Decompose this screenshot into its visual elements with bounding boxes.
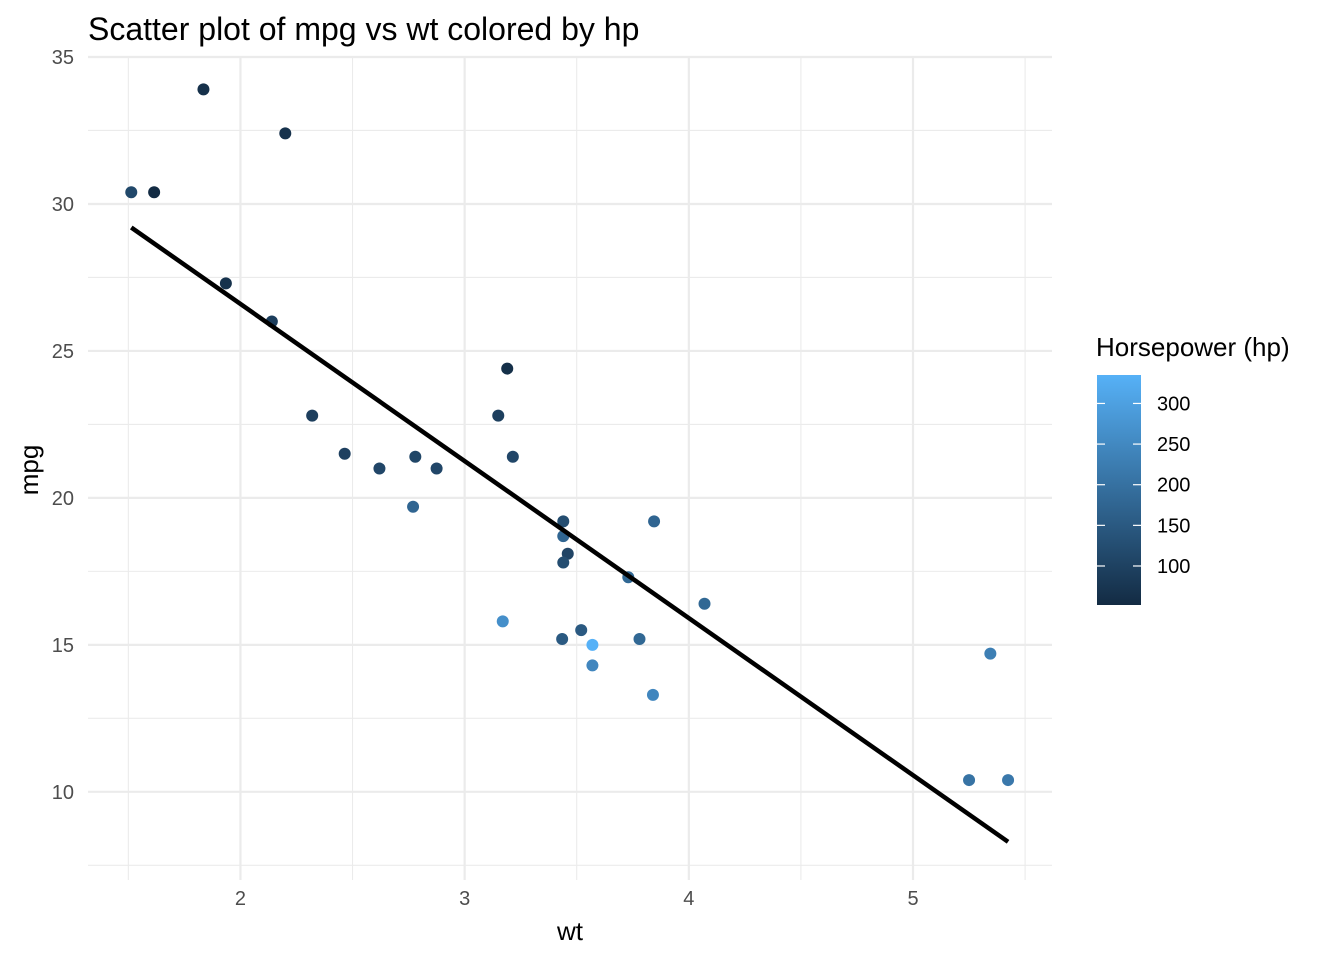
legend-colorbar xyxy=(1097,375,1141,605)
data-point xyxy=(1002,774,1015,787)
legend-tick-label: 250 xyxy=(1157,434,1190,456)
color-legend: Horsepower (hp) 100 150 200 250 300 xyxy=(1096,332,1290,605)
y-tick-label: 25 xyxy=(52,341,74,363)
data-point xyxy=(556,632,569,645)
x-tick-label: 2 xyxy=(235,888,246,910)
x-axis-ticks: 2 3 4 5 xyxy=(235,888,919,910)
legend-tick-label: 300 xyxy=(1157,393,1190,415)
data-point xyxy=(557,556,570,569)
chart-title: Scatter plot of mpg vs wt colored by hp xyxy=(88,11,639,47)
data-point xyxy=(279,127,292,140)
data-point xyxy=(148,186,161,199)
data-point xyxy=(575,624,588,637)
legend-tick-label: 200 xyxy=(1157,475,1190,497)
data-point xyxy=(633,632,646,645)
legend-tick-label: 150 xyxy=(1157,515,1190,537)
data-point xyxy=(963,774,976,787)
fit-line-layer xyxy=(129,225,1010,844)
data-point xyxy=(430,462,443,475)
data-point xyxy=(648,515,661,528)
y-tick-label: 15 xyxy=(52,635,74,657)
y-tick-label: 20 xyxy=(52,488,74,510)
data-point xyxy=(506,450,519,463)
y-tick-label: 35 xyxy=(52,47,74,69)
data-point xyxy=(219,277,232,290)
x-tick-label: 5 xyxy=(907,888,918,910)
data-point xyxy=(492,409,505,422)
data-point xyxy=(646,688,659,701)
y-tick-label: 30 xyxy=(52,194,74,216)
data-point xyxy=(501,362,514,375)
y-axis-title: mpg xyxy=(14,445,44,496)
data-point xyxy=(407,500,420,513)
data-point xyxy=(373,462,386,475)
y-tick-label: 10 xyxy=(52,782,74,804)
data-point xyxy=(561,547,574,560)
x-tick-label: 3 xyxy=(459,888,470,910)
data-point xyxy=(306,409,319,422)
data-point xyxy=(984,647,997,660)
data-point xyxy=(496,615,509,628)
data-point xyxy=(586,659,599,672)
y-axis-ticks: 10 15 20 25 30 35 xyxy=(52,47,74,804)
data-point xyxy=(698,597,711,610)
data-point xyxy=(586,638,599,651)
x-axis-title: wt xyxy=(556,916,584,946)
grid xyxy=(88,55,1052,880)
data-point xyxy=(409,450,422,463)
data-point xyxy=(197,83,210,96)
legend-ticks: 100 150 200 250 300 xyxy=(1097,393,1190,578)
data-point xyxy=(338,447,351,460)
legend-title: Horsepower (hp) xyxy=(1096,332,1290,362)
regression-line xyxy=(129,225,1010,844)
data-point xyxy=(557,515,570,528)
data-points xyxy=(125,83,1015,787)
legend-tick-label: 100 xyxy=(1157,556,1190,578)
data-point xyxy=(125,186,138,199)
x-tick-label: 4 xyxy=(683,888,694,910)
